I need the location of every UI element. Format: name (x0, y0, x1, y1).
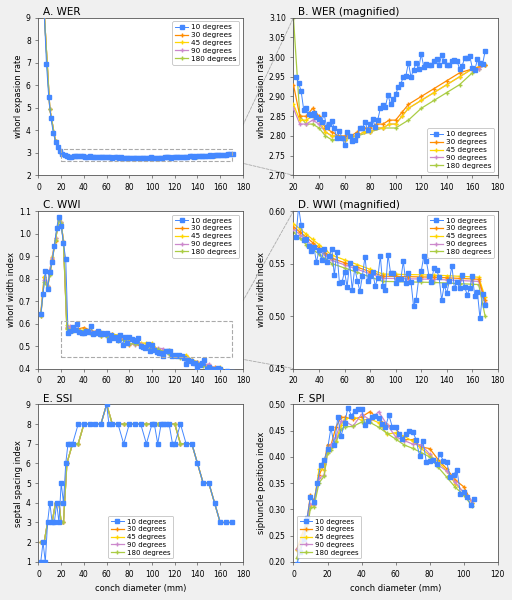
Y-axis label: whorl width index: whorl width index (7, 252, 16, 327)
X-axis label: conch diameter (mm): conch diameter (mm) (95, 584, 186, 593)
Legend: 10 degrees, 30 degrees, 45 degrees, 90 degrees, 180 degrees: 10 degrees, 30 degrees, 45 degrees, 90 d… (172, 22, 239, 65)
Bar (61, 149, 231, 161)
Y-axis label: siphuncle position index: siphuncle position index (257, 432, 266, 534)
Legend: 10 degrees, 30 degrees, 45 degrees, 90 degrees, 180 degrees: 10 degrees, 30 degrees, 45 degrees, 90 d… (427, 215, 494, 258)
Text: D. WWI (magnified): D. WWI (magnified) (297, 200, 399, 210)
Text: B. WER (magnified): B. WER (magnified) (297, 7, 399, 17)
X-axis label: conch diameter (mm): conch diameter (mm) (350, 584, 441, 593)
Legend: 10 degrees, 30 degrees, 45 degrees, 90 degrees, 180 degrees: 10 degrees, 30 degrees, 45 degrees, 90 d… (172, 215, 239, 258)
Bar (61, 322, 231, 358)
Text: E. SSI: E. SSI (42, 394, 72, 404)
Text: F. SPI: F. SPI (297, 394, 324, 404)
Text: C. WWI: C. WWI (42, 200, 80, 210)
Legend: 10 degrees, 30 degrees, 45 degrees, 90 degrees, 180 degrees: 10 degrees, 30 degrees, 45 degrees, 90 d… (427, 128, 494, 172)
Y-axis label: whorl width index: whorl width index (257, 252, 266, 327)
Y-axis label: whorl expasion rate: whorl expasion rate (14, 55, 23, 138)
Y-axis label: septal spacing index: septal spacing index (14, 440, 23, 527)
Text: A. WER: A. WER (42, 7, 80, 17)
Legend: 10 degrees, 30 degrees, 45 degrees, 90 degrees, 180 degrees: 10 degrees, 30 degrees, 45 degrees, 90 d… (109, 516, 173, 559)
Y-axis label: whorl expasion rate: whorl expasion rate (257, 55, 266, 138)
Legend: 10 degrees, 30 degrees, 45 degrees, 90 degrees, 180 degrees: 10 degrees, 30 degrees, 45 degrees, 90 d… (297, 516, 361, 559)
